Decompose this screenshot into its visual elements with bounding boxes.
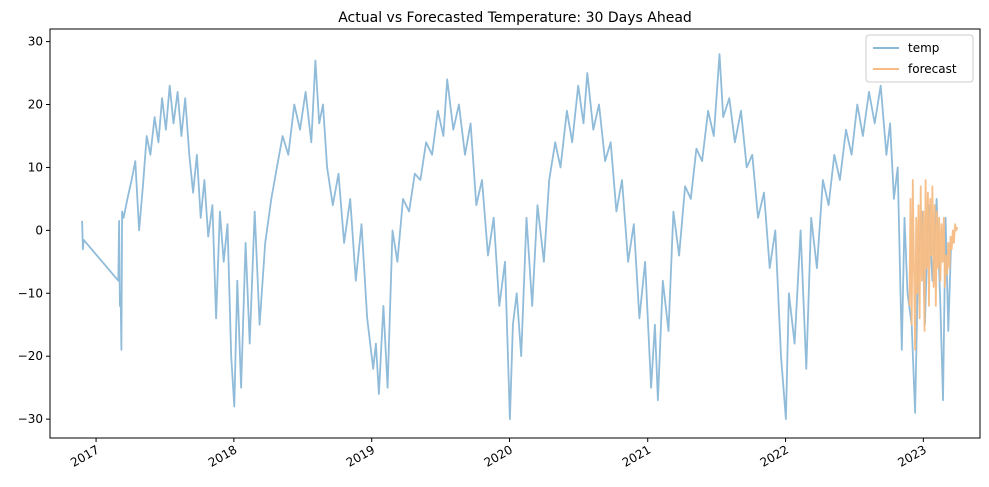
series-line-forecast: [908, 179, 959, 351]
x-tick-label: 2022: [758, 442, 791, 469]
x-tick-label: 2018: [206, 442, 239, 469]
legend-label-forecast: forecast: [908, 62, 957, 76]
y-tick-label: −20: [18, 349, 43, 363]
plot-area: [50, 29, 980, 438]
legend-box: [865, 34, 974, 83]
series-layer: [81, 53, 959, 420]
x-tick-label: 2017: [68, 442, 101, 469]
y-tick-label: 10: [28, 160, 43, 174]
legend-label-temp: temp: [908, 41, 939, 55]
y-tick-label: 0: [35, 223, 43, 237]
legend: temp forecast: [865, 34, 974, 83]
axes-frame: [49, 28, 981, 439]
y-tick-label: −10: [18, 286, 43, 300]
x-tick-label: 2020: [482, 442, 515, 469]
x-tick-label: 2019: [344, 442, 377, 469]
x-tick-label: 2021: [620, 442, 653, 469]
x-tick-label: 2023: [895, 442, 928, 469]
y-tick-label: 20: [28, 98, 43, 112]
series-line-temp: [81, 53, 952, 420]
plot-background: [50, 29, 980, 438]
chart-title: Actual vs Forecasted Temperature: 30 Day…: [338, 10, 692, 26]
y-tick-label: −30: [18, 412, 43, 426]
y-tick-label: 30: [28, 35, 43, 49]
